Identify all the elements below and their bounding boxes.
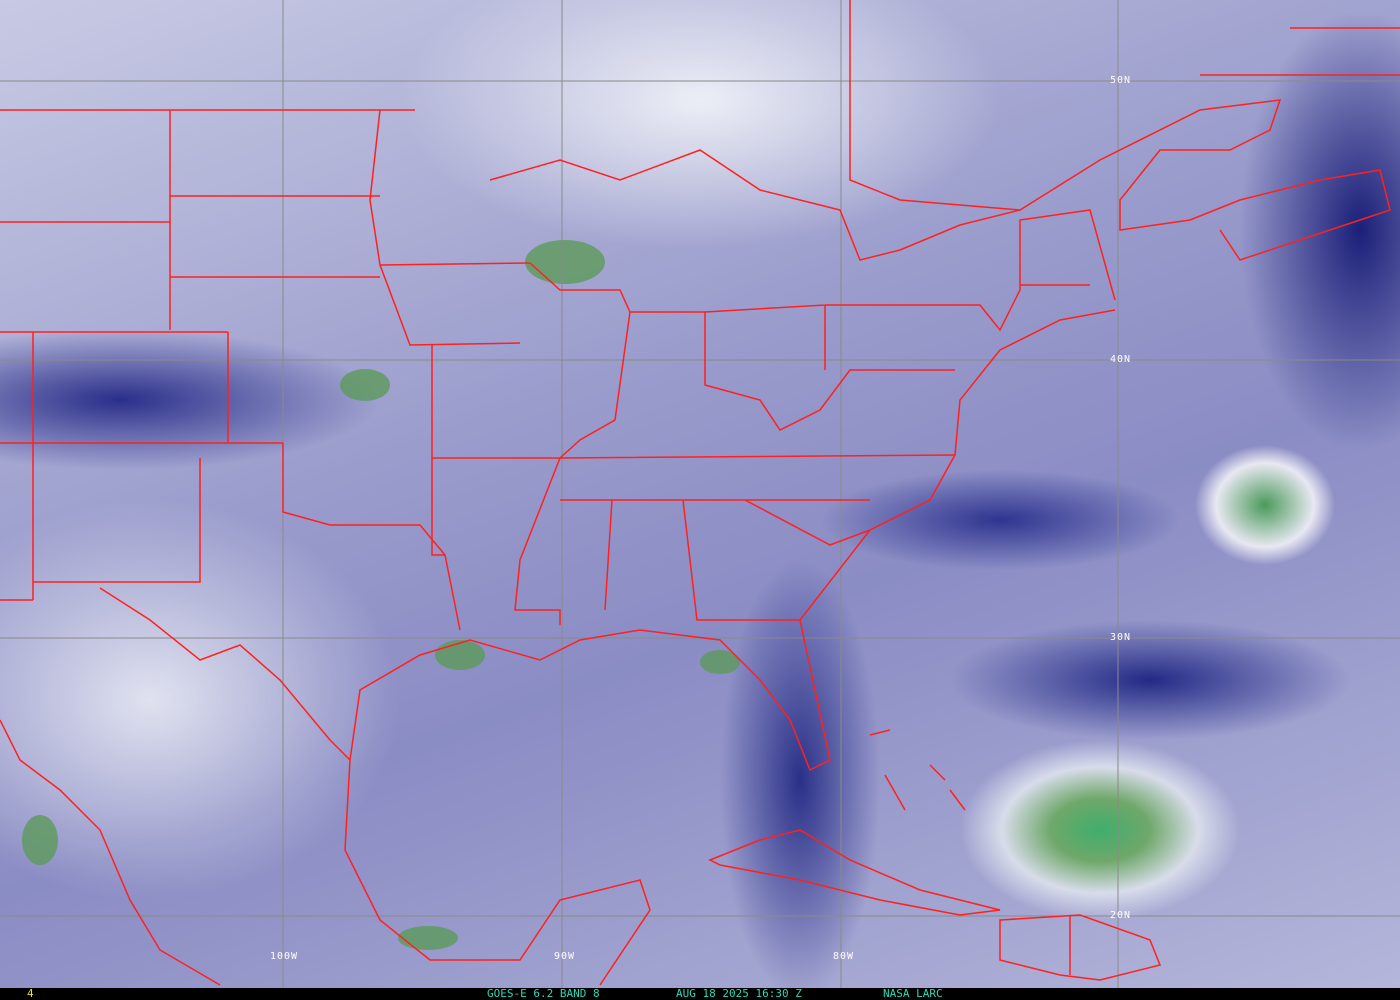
lat-label-40n: 40N xyxy=(1110,354,1132,365)
lon-label-90w: 90W xyxy=(554,951,576,962)
info-bar: 4 GOES-E 6.2 BAND 8 AUG 18 2025 16:30 Z … xyxy=(0,988,1400,1000)
lat-label-20n: 20N xyxy=(1110,910,1132,921)
lat-label-30n: 30N xyxy=(1110,632,1132,643)
lon-label-100w: 100W xyxy=(270,951,299,962)
satellite-band: GOES-E 6.2 BAND 8 xyxy=(487,987,600,1000)
timestamp: AUG 18 2025 16:30 Z xyxy=(676,987,802,1000)
lat-label-50n: 50N xyxy=(1110,75,1132,86)
lon-label-80w: 80W xyxy=(833,951,855,962)
data-source: NASA LARC xyxy=(883,987,943,1000)
frame-number: 4 xyxy=(27,987,34,1000)
green-cloud-patches xyxy=(22,240,740,950)
